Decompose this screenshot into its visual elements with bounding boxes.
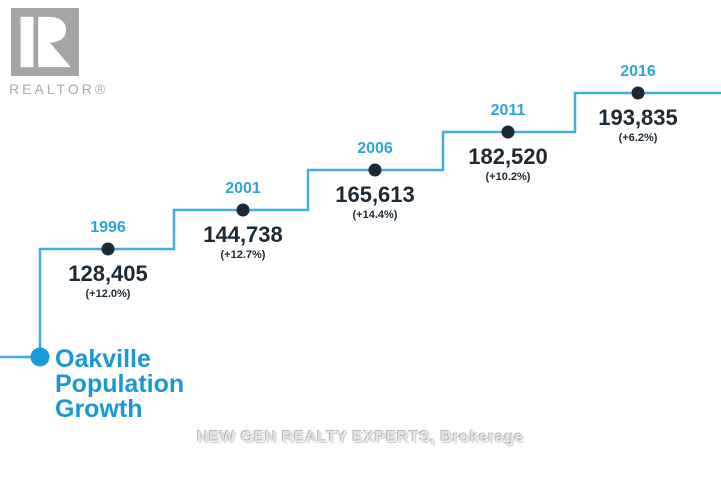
data-point-2006: [368, 163, 382, 177]
value-block-2011: 182,520 (+10.2%): [433, 144, 583, 184]
chart-title-line3: Growth: [55, 395, 143, 423]
pct-change-2016: (+6.2%): [618, 132, 658, 144]
brokerage-watermark: NEW GEN REALTY EXPERTS, Brokerage: [196, 429, 525, 446]
value-block-1996: 128,405 (+12.0%): [33, 261, 183, 301]
realtor-r-icon: [11, 8, 79, 76]
chart-title: Oakville Population Growth: [55, 347, 184, 422]
value-label-2011: 182,520: [468, 144, 548, 169]
step-line: [0, 91, 721, 359]
chart-title-line1: Oakville: [55, 345, 151, 373]
pct-change-2001: (+12.7%): [220, 249, 266, 261]
value-label-2016: 193,835: [598, 105, 678, 130]
data-point-2001: [236, 203, 250, 217]
value-label-2006: 165,613: [335, 182, 415, 207]
pct-change-2006: (+14.4%): [352, 209, 398, 221]
data-point-2011: [501, 125, 515, 139]
year-label-2006: 2006: [357, 140, 393, 157]
data-point-2016: [631, 86, 645, 100]
realtor-logo: REALTOR®: [9, 8, 108, 97]
value-label-1996: 128,405: [68, 261, 148, 286]
value-block-2001: 144,738 (+12.7%): [168, 222, 318, 262]
value-block-2006: 165,613 (+14.4%): [300, 182, 450, 222]
year-label-2016: 2016: [620, 63, 656, 80]
year-label-2001: 2001: [225, 180, 261, 197]
chart-title-line2: Population: [55, 370, 185, 398]
realtor-wordmark: REALTOR®: [9, 81, 109, 97]
value-label-2001: 144,738: [203, 222, 283, 247]
data-point-1996: [101, 242, 115, 256]
year-label-1996: 1996: [90, 219, 126, 236]
value-block-2016: 193,835 (+6.2%): [563, 105, 713, 145]
year-label-2011: 2011: [490, 102, 526, 119]
start-dot: [30, 347, 50, 367]
pct-change-2011: (+10.2%): [485, 171, 531, 183]
pct-change-1996: (+12.0%): [85, 288, 131, 300]
